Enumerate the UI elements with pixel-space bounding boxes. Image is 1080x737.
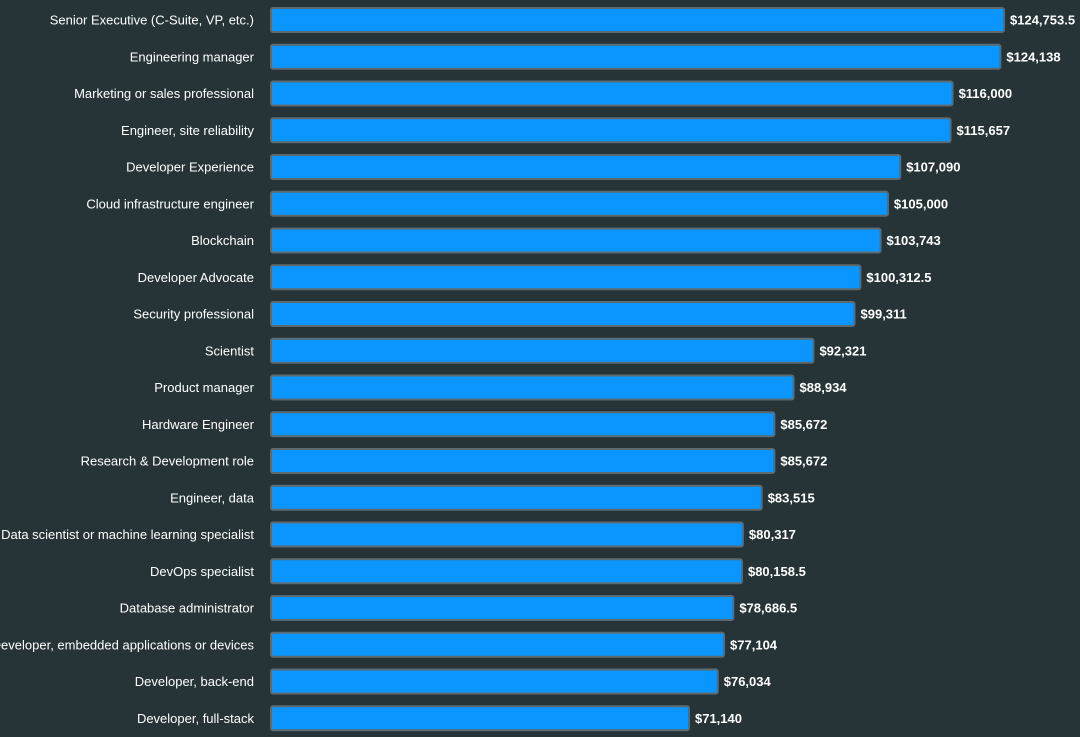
category-label: DevOps specialist [150,564,254,579]
value-label: $92,321 [819,343,866,358]
bar-row: Blockchain $103,743 [191,227,941,254]
value-label: $88,934 [800,380,848,395]
category-label: Marketing or sales professional [74,86,254,101]
value-label: $77,104 [730,637,778,652]
value-label: $124,753.5 [1010,13,1075,28]
bar [270,411,776,438]
category-label: Database administrator [120,601,255,616]
value-label: $83,515 [768,490,815,505]
bar [270,337,815,364]
bar [270,668,719,695]
category-label: Developer, back-end [135,674,254,689]
bar [270,521,744,548]
value-label: $76,034 [724,674,772,689]
value-label: $103,743 [887,233,941,248]
bar-row: Security professional $99,311 [133,301,907,327]
value-label: $124,138 [1006,49,1060,64]
bar-row: Scientist $92,321 [205,337,866,364]
bar-row: Marketing or sales professional $116,000 [74,80,1013,107]
value-label: $115,657 [957,123,1011,138]
bar [270,80,954,107]
bar-row: Data scientist or machine learning speci… [1,521,796,548]
category-label: Cloud infrastructure engineer [86,196,254,211]
category-label: Hardware Engineer [142,417,255,432]
bar [270,154,902,180]
bar [270,227,882,254]
bar-row: Developer, back-end $76,034 [135,668,772,695]
value-label: $85,672 [780,454,827,469]
bar-row: Research & Development role $85,672 [81,448,827,474]
category-label: Developer, embedded applications or devi… [0,637,254,652]
value-label: $85,672 [780,417,827,432]
value-label: $80,317 [749,527,796,542]
bar [270,595,735,621]
bar [270,190,889,217]
bar-row: Database administrator $78,686.5 [120,595,797,621]
category-label: Data scientist or machine learning speci… [1,527,254,542]
bar-row: Product manager $88,934 [154,374,848,401]
bar [270,7,1005,33]
bar-row: Cloud infrastructure engineer $105,000 [86,190,948,217]
value-label: $107,090 [906,160,960,175]
bar [270,705,690,732]
bar [270,631,726,658]
bar-row: DevOps specialist $80,158.5 [150,558,806,585]
category-label: Scientist [205,343,255,358]
bar-row: Engineer, data $83,515 [170,484,815,511]
bar-row: Engineering manager $124,138 [130,43,1061,70]
category-label: Developer Experience [126,160,254,175]
value-label: $100,312.5 [866,270,931,285]
value-label: $105,000 [894,196,948,211]
value-label: $71,140 [695,711,742,726]
category-label: Blockchain [191,233,254,248]
bar [270,374,795,401]
category-label: Engineer, site reliability [121,123,254,138]
bar-row: Developer, embedded applications or devi… [0,631,778,658]
bar-row: Hardware Engineer $85,672 [142,411,827,438]
category-label: Developer Advocate [138,270,254,285]
value-label: $99,311 [861,307,907,322]
bar-row: Senior Executive (C-Suite, VP, etc.) $124… [50,7,1075,33]
bar-row: Developer Experience $107,090 [126,154,960,180]
bar [270,264,862,291]
value-label: $78,686.5 [739,601,797,616]
category-label: Security professional [133,307,254,322]
category-label: Engineer, data [170,490,255,505]
value-label: $116,000 [959,86,1013,101]
value-label: $80,158.5 [748,564,806,579]
bar [270,117,952,144]
bar [270,558,743,585]
category-label: Engineering manager [130,49,255,64]
bar [270,301,856,327]
bar [270,484,763,511]
category-label: Research & Development role [81,454,254,469]
bar-row: Developer, full-stack $71,140 [137,705,742,732]
category-label: Senior Executive (C-Suite, VP, etc.) [50,13,254,28]
bar-row: Developer Advocate $100,312.5 [138,264,931,291]
bar [270,43,1002,70]
bar [270,448,776,474]
category-label: Developer, full-stack [137,711,255,726]
bar-row: Engineer, site reliability $115,657 [121,117,1011,144]
category-label: Product manager [154,380,254,395]
